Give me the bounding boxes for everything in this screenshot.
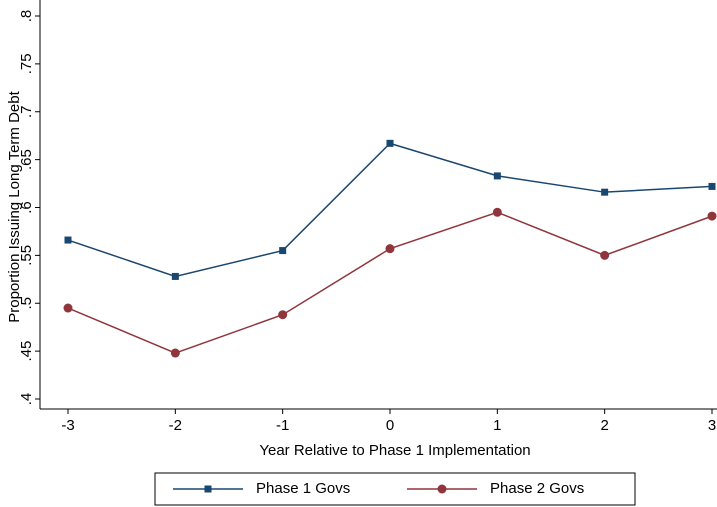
x-tick-label: 0 [386,417,394,434]
y-tick-label: .7 [18,105,35,118]
point [279,247,287,255]
y-tick-label: .65 [18,149,35,170]
y-tick-label: .75 [18,53,35,74]
point [386,139,394,147]
legend-marker [204,485,212,493]
series-line [67,211,713,354]
x-tick-label: -2 [169,417,182,434]
y-tick-label: .45 [18,341,35,362]
x-tick-label: -1 [276,417,289,434]
legend-label: Phase 2 Govs [490,480,584,497]
point [64,236,72,244]
point [492,207,502,217]
y-axis-title: Proportion Issuing Long Term Debt [6,90,23,322]
point [171,272,179,280]
point [63,303,73,313]
point [385,244,395,254]
y-tick-label: .5 [18,297,35,310]
y-tick-label: .6 [18,201,35,214]
x-tick-label: 1 [493,417,501,434]
point [278,310,288,320]
y-tick-label: .4 [18,393,35,406]
point [707,211,717,221]
point [600,250,610,260]
legend-label: Phase 1 Govs [256,480,350,497]
legend-marker [437,484,447,494]
series-line [67,142,713,278]
point [493,172,501,180]
x-tick-label: 2 [600,417,608,434]
x-axis-title: Year Relative to Phase 1 Implementation [259,442,530,459]
x-tick-label: 3 [708,417,716,434]
y-tick-label: .8 [18,10,35,23]
x-tick-label: -3 [61,417,74,434]
y-tick-label: .55 [18,245,35,266]
point [170,348,180,358]
point [708,182,716,190]
point [601,188,609,196]
